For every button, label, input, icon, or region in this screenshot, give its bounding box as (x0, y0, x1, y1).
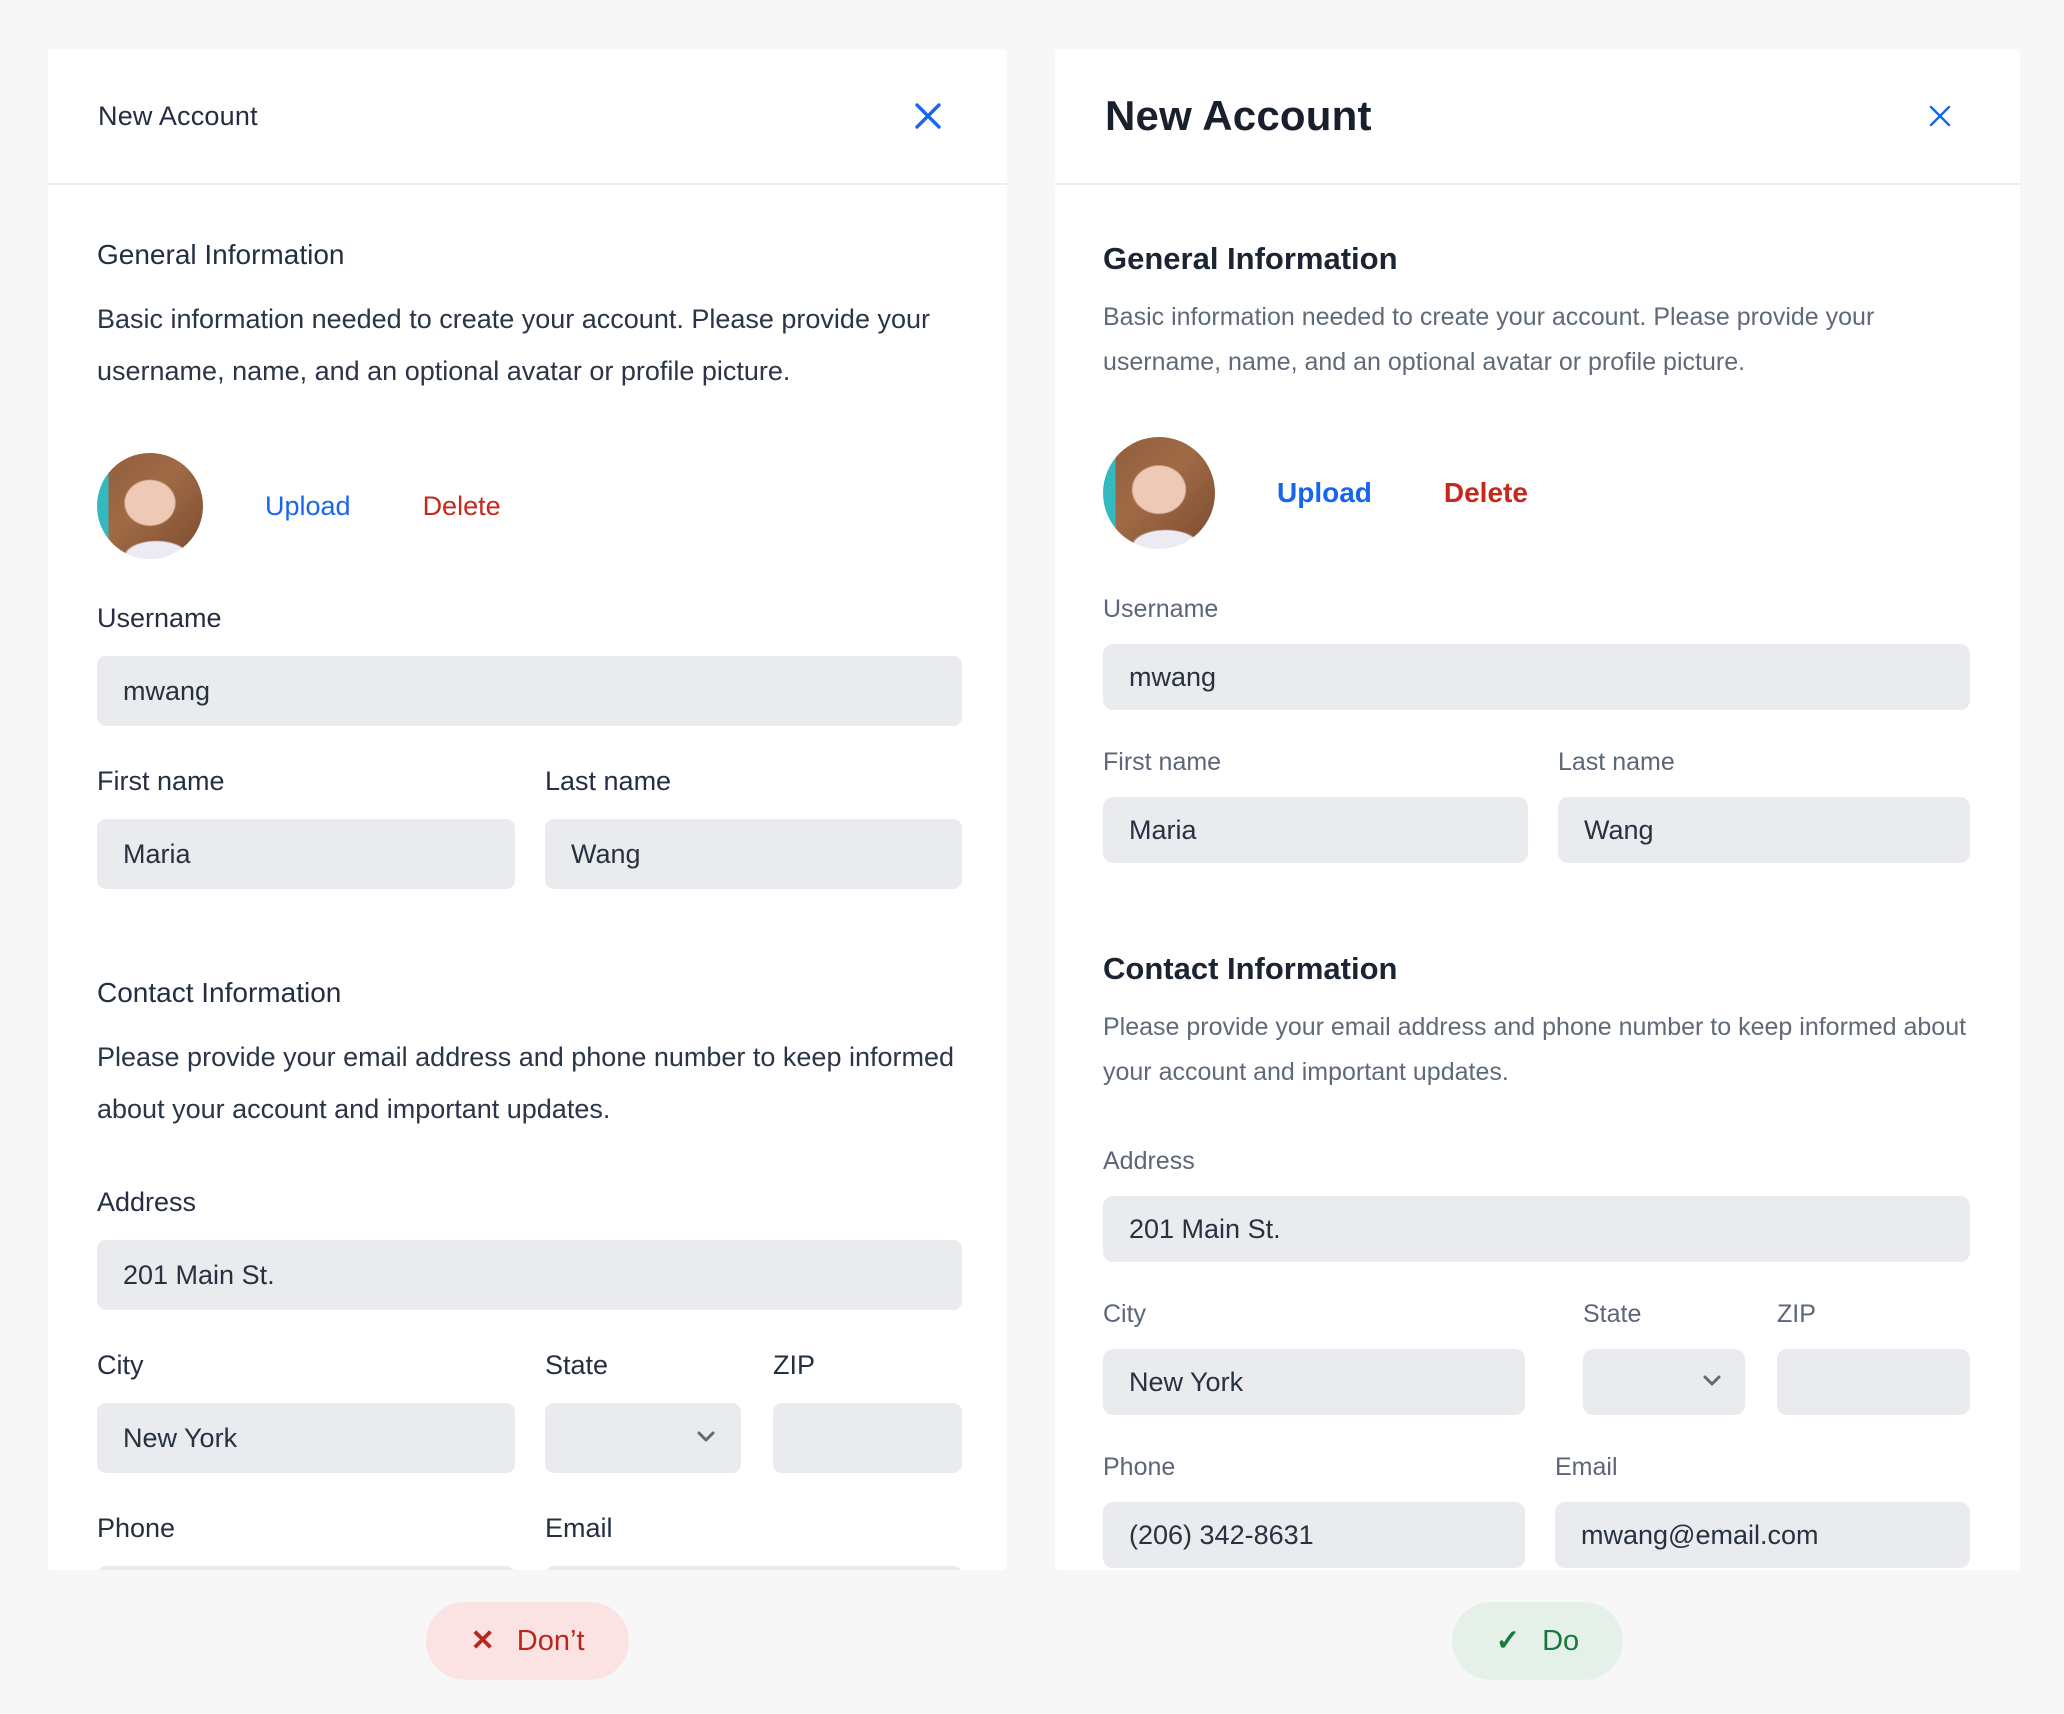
city-state-zip-row: City State ZIP (1103, 1300, 1970, 1415)
email-input[interactable] (545, 1566, 962, 1570)
general-section-heading: General Information (97, 239, 345, 270)
contact-section-heading: Contact Information (1103, 951, 1398, 986)
chevron-down-icon (1699, 1367, 1725, 1398)
city-state-zip-row: City State ZIP (97, 1350, 962, 1473)
city-input[interactable] (97, 1403, 515, 1473)
username-label: Username (97, 603, 222, 633)
verdict-badges: ✕ Don’t ✓ Do (0, 1602, 2064, 1680)
avatar (1103, 437, 1215, 549)
state-select[interactable] (545, 1403, 741, 1473)
avatar-row: Upload Delete (1103, 437, 1970, 549)
general-section-description: Basic information needed to create your … (1103, 303, 1875, 376)
email-input[interactable] (1555, 1502, 1970, 1568)
chevron-down-icon (693, 1423, 719, 1454)
avatar (97, 453, 203, 559)
city-input[interactable] (1103, 1349, 1525, 1415)
modal-body: General Information Basic information ne… (48, 239, 1007, 1570)
phone-email-row: Phone Email (1103, 1453, 1970, 1568)
avatar-row: Upload Delete (97, 453, 962, 559)
do-badge-label: Do (1542, 1624, 1580, 1657)
close-button[interactable] (905, 93, 951, 139)
last-name-label: Last name (1558, 748, 1675, 776)
address-input[interactable] (97, 1240, 962, 1310)
delete-button[interactable]: Delete (1443, 477, 1528, 508)
x-mark-icon: ✕ (470, 1624, 495, 1657)
do-badge: ✓ Do (1451, 1602, 1624, 1680)
close-icon (905, 93, 951, 139)
upload-button[interactable]: Upload (1277, 477, 1372, 508)
zip-input[interactable] (1777, 1349, 1970, 1415)
address-label: Address (97, 1187, 197, 1217)
phone-email-row: Phone Email (97, 1513, 962, 1570)
name-fields-row: First name Last name (97, 766, 962, 889)
email-label: Email (545, 1513, 613, 1543)
state-label: State (545, 1350, 609, 1380)
modal-title: New Account (1105, 92, 1372, 139)
modal-body: General Information Basic information ne… (1055, 241, 2020, 1568)
name-fields-row: First name Last name (1103, 748, 1970, 863)
state-select[interactable] (1583, 1349, 1745, 1415)
zip-input[interactable] (773, 1403, 962, 1473)
contact-section-description: Please provide your email address and ph… (97, 1042, 955, 1124)
dont-badge: ✕ Don’t (426, 1602, 629, 1680)
delete-button[interactable]: Delete (422, 490, 501, 521)
city-label: City (1103, 1300, 1147, 1328)
username-label: Username (1103, 595, 1219, 623)
dont-badge-label: Don’t (516, 1624, 585, 1657)
close-icon (1920, 96, 1960, 136)
username-input[interactable] (97, 656, 962, 726)
check-mark-icon: ✓ (1495, 1624, 1521, 1657)
modal-do: New Account General Information Basic in… (1055, 49, 2020, 1570)
general-section-heading: General Information (1103, 241, 1398, 276)
zip-label: ZIP (1777, 1300, 1816, 1328)
state-label: State (1583, 1300, 1642, 1328)
modal-title: New Account (98, 100, 258, 131)
address-input[interactable] (1103, 1196, 1970, 1262)
upload-button[interactable]: Upload (265, 490, 351, 521)
city-label: City (97, 1350, 144, 1380)
modal-header: New Account (48, 49, 1007, 185)
first-name-input[interactable] (1103, 797, 1528, 863)
email-label: Email (1555, 1453, 1618, 1481)
last-name-input[interactable] (545, 819, 962, 889)
phone-label: Phone (97, 1513, 176, 1543)
contact-section-heading: Contact Information (97, 977, 342, 1008)
modal-header: New Account (1055, 49, 2020, 185)
close-button[interactable] (1920, 96, 1960, 136)
phone-input[interactable] (1103, 1502, 1525, 1568)
phone-label: Phone (1103, 1453, 1176, 1481)
last-name-input[interactable] (1558, 797, 1970, 863)
modal-dont: New Account General Information Basic in… (48, 49, 1007, 1570)
general-section-description: Basic information needed to create your … (97, 304, 930, 386)
first-name-input[interactable] (97, 819, 515, 889)
zip-label: ZIP (773, 1350, 816, 1380)
contact-section-description: Please provide your email address and ph… (1103, 1013, 1967, 1086)
username-input[interactable] (1103, 644, 1970, 710)
last-name-label: Last name (545, 766, 672, 796)
phone-input[interactable] (97, 1566, 515, 1570)
first-name-label: First name (97, 766, 225, 796)
first-name-label: First name (1103, 748, 1222, 776)
address-label: Address (1103, 1147, 1195, 1175)
comparison-cards: New Account General Information Basic in… (48, 49, 2020, 1570)
